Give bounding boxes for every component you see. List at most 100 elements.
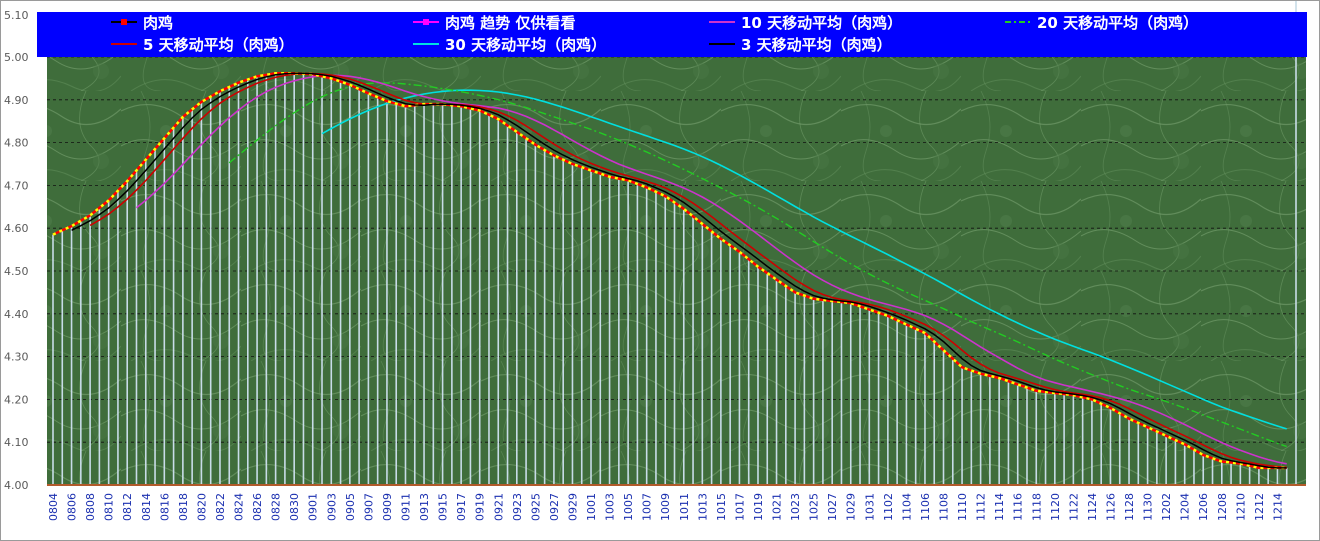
x-tick-label: 1007 — [641, 493, 654, 521]
x-tick-label: 1104 — [900, 493, 913, 521]
value-bars — [52, 1, 1297, 485]
x-tick-label: 0925 — [529, 493, 542, 521]
x-tick-label: 1017 — [733, 493, 746, 521]
x-tick-label: 1011 — [678, 493, 691, 521]
legend: 肉鸡 肉鸡 趋势 仅供看看 10 天移动平均（肉鸡） 20 天移动平均（肉鸡） 5 天移… — [111, 14, 1198, 54]
y-tick-label: 4.10 — [4, 436, 29, 449]
x-tick-label: 1204 — [1179, 493, 1192, 521]
x-tick-label: 0917 — [455, 493, 468, 521]
x-tick-label: 0911 — [399, 493, 412, 521]
x-tick-label: 1009 — [659, 493, 672, 521]
legend-label: 肉鸡 — [143, 14, 173, 32]
legend-box — [37, 12, 1307, 57]
x-tick-label: 1126 — [1104, 493, 1117, 521]
x-tick-label: 1019 — [752, 493, 765, 521]
x-tick-label: 0909 — [381, 493, 394, 521]
legend-label: 5 天移动平均（肉鸡） — [143, 36, 294, 54]
x-tick-label: 1128 — [1123, 493, 1136, 521]
x-tick-label: 0816 — [158, 493, 171, 521]
x-tick-label: 0806 — [66, 493, 79, 521]
x-tick-label: 1106 — [919, 493, 932, 521]
x-tick-label: 0818 — [177, 493, 190, 521]
x-tick-label: 0901 — [307, 493, 320, 521]
x-tick-label: 1029 — [845, 493, 858, 521]
y-tick-label: 4.50 — [4, 265, 29, 278]
series-lines — [52, 72, 1287, 470]
y-axis: 4.00 4.10 4.20 4.30 4.40 4.50 4.60 4.70 4.80 4.90… — [4, 9, 1306, 492]
y-tick-label: 5.00 — [4, 51, 29, 64]
y-tick-label: 4.90 — [4, 94, 29, 107]
series-ma5 — [89, 72, 1287, 469]
x-tick-label: 0830 — [288, 493, 301, 521]
x-tick-label: 0927 — [548, 493, 561, 521]
x-tick-label: 0820 — [195, 493, 208, 521]
x-tick-label: 0905 — [344, 493, 357, 521]
x-tick-label: 1005 — [622, 493, 635, 521]
x-tick-label: 1102 — [882, 493, 895, 521]
x-tick-label: 0808 — [84, 493, 97, 521]
x-tick-label: 1110 — [956, 493, 969, 521]
series-ma3 — [71, 72, 1287, 469]
y-tick-label: 5.10 — [4, 9, 29, 22]
x-tick-label: 1001 — [585, 493, 598, 521]
x-tick-label: 1212 — [1253, 493, 1266, 521]
x-tick-label: 1202 — [1160, 493, 1173, 521]
series-ma20 — [228, 82, 1287, 448]
x-axis: 0804 0806 0808 0810 0812 0814 0816 0818 0820 0822… — [47, 493, 1284, 521]
x-tick-label: 1003 — [604, 493, 617, 521]
x-tick-label: 0923 — [511, 493, 524, 521]
x-tick-label: 0913 — [418, 493, 431, 521]
x-tick-label: 1210 — [1234, 493, 1247, 521]
x-tick-label: 0822 — [214, 493, 227, 521]
y-tick-label: 4.70 — [4, 179, 29, 192]
y-tick-label: 4.60 — [4, 222, 29, 235]
legend-label: 30 天移动平均（肉鸡） — [445, 36, 606, 54]
x-tick-label: 1122 — [1067, 493, 1080, 521]
y-tick-label: 4.00 — [4, 479, 29, 492]
y-tick-label: 4.40 — [4, 308, 29, 321]
x-tick-label: 0824 — [233, 493, 246, 521]
x-tick-label: 0812 — [121, 493, 134, 521]
x-tick-label: 0921 — [492, 493, 505, 521]
legend-label: 3 天移动平均（肉鸡） — [741, 36, 892, 54]
x-tick-label: 1208 — [1216, 493, 1229, 521]
y-tick-label: 4.20 — [4, 393, 29, 406]
x-tick-label: 1114 — [993, 493, 1006, 521]
x-tick-label: 0915 — [437, 493, 450, 521]
x-tick-label: 0903 — [325, 493, 338, 521]
x-tick-label: 0919 — [474, 493, 487, 521]
legend-label: 肉鸡 趋势 仅供看看 — [445, 14, 575, 32]
x-tick-label: 1023 — [789, 493, 802, 521]
x-tick-label: 1027 — [826, 493, 839, 521]
x-tick-label: 1025 — [808, 493, 821, 521]
x-tick-label: 1108 — [938, 493, 951, 521]
x-tick-label: 1013 — [696, 493, 709, 521]
x-tick-label: 1120 — [1049, 493, 1062, 521]
x-tick-label: 1124 — [1086, 493, 1099, 521]
series-main-dots — [52, 72, 1287, 470]
x-tick-label: 1021 — [771, 493, 784, 521]
x-tick-label: 1015 — [715, 493, 728, 521]
legend-swatch-marker — [423, 19, 429, 25]
legend-swatch-marker — [121, 19, 127, 25]
x-tick-label: 0907 — [362, 493, 375, 521]
x-tick-label: 1118 — [1030, 493, 1043, 521]
x-tick-label: 0814 — [140, 493, 153, 521]
series-ma30 — [321, 89, 1287, 430]
x-tick-label: 0929 — [566, 493, 579, 521]
x-tick-label: 0828 — [270, 493, 283, 521]
x-tick-label: 0804 — [47, 493, 60, 521]
x-tick-label: 1112 — [975, 493, 988, 521]
x-tick-label: 1206 — [1197, 493, 1210, 521]
legend-label: 20 天移动平均（肉鸡） — [1037, 14, 1198, 32]
y-tick-label: 4.80 — [4, 137, 29, 150]
x-tick-label: 1214 — [1271, 493, 1284, 521]
x-tick-label: 0826 — [251, 493, 264, 521]
x-tick-label: 0810 — [103, 493, 116, 521]
y-tick-label: 4.30 — [4, 351, 29, 364]
x-tick-label: 1116 — [1012, 493, 1025, 521]
x-tick-label: 1130 — [1142, 493, 1155, 521]
legend-label: 10 天移动平均（肉鸡） — [741, 14, 902, 32]
